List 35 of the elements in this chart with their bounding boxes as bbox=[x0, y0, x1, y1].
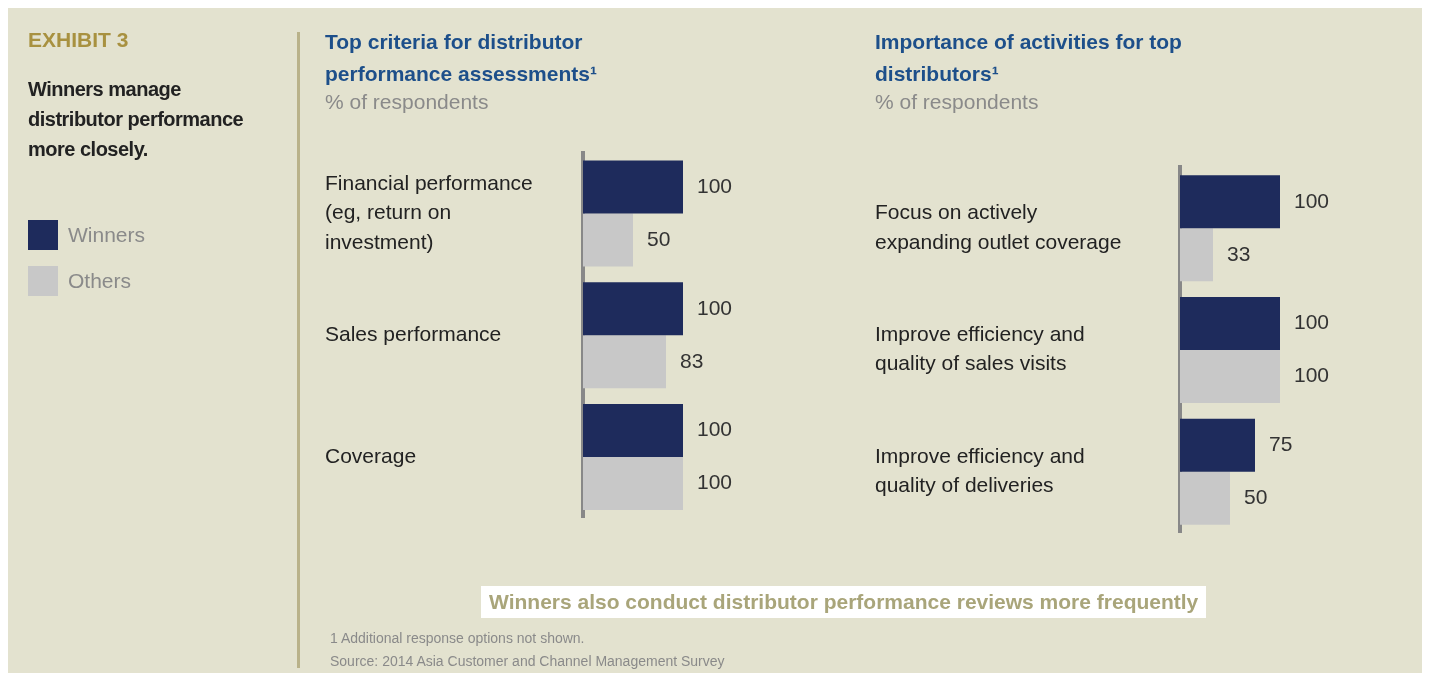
text: EXHIBIT 3 bbox=[28, 28, 129, 52]
bar bbox=[1180, 297, 1280, 350]
bar bbox=[1180, 471, 1230, 525]
y-tick-label: Coverage bbox=[325, 443, 417, 467]
bar bbox=[1180, 228, 1213, 282]
y-tick-label: Focus on actively expanding outlet coverage bbox=[875, 200, 1122, 253]
y-tick-label: Improve efficiency and quality of deliveries bbox=[875, 443, 1085, 497]
data-label: 100 bbox=[697, 417, 733, 441]
data-label: 100 bbox=[1294, 363, 1330, 387]
text: Winners also conduct distributor performance reviews more frequently bbox=[481, 586, 1207, 618]
text: % of respondents bbox=[875, 90, 1039, 114]
legend-label: Others bbox=[68, 269, 132, 293]
legend-label: Winners bbox=[68, 223, 146, 247]
bar bbox=[1180, 175, 1280, 229]
data-label: 100 bbox=[1294, 310, 1330, 334]
data-label: 100 bbox=[697, 295, 733, 319]
data-label: 83 bbox=[680, 348, 704, 372]
data-label: 50 bbox=[647, 226, 671, 250]
data-label: 75 bbox=[1269, 432, 1293, 456]
data-label: 50 bbox=[1244, 485, 1268, 509]
text: 1 Additional response options not shown. bbox=[330, 630, 585, 646]
chart-title: Importance of activities for top distributors¹ bbox=[875, 29, 1183, 87]
data-label: 100 bbox=[1294, 188, 1330, 212]
source-note: Source: 2014 Asia Customer and Channel Management Survey bbox=[330, 653, 725, 669]
y-tick-label: Improve efficiency and quality of sales visits bbox=[875, 322, 1085, 375]
text: Winners manage distributor performance more closely. bbox=[28, 77, 245, 162]
y-tick-label: Financial performance (eg, return on investment) bbox=[325, 170, 533, 253]
data-label: 100 bbox=[697, 173, 733, 197]
text: % of respondents bbox=[325, 90, 489, 114]
bar bbox=[1180, 350, 1280, 403]
bar bbox=[1180, 418, 1255, 472]
data-label: 100 bbox=[697, 470, 733, 494]
chart-title: Top criteria for distributor performance assessments¹ bbox=[325, 29, 598, 87]
data-label: 33 bbox=[1227, 241, 1251, 265]
y-tick-label: Sales performance bbox=[325, 322, 502, 346]
